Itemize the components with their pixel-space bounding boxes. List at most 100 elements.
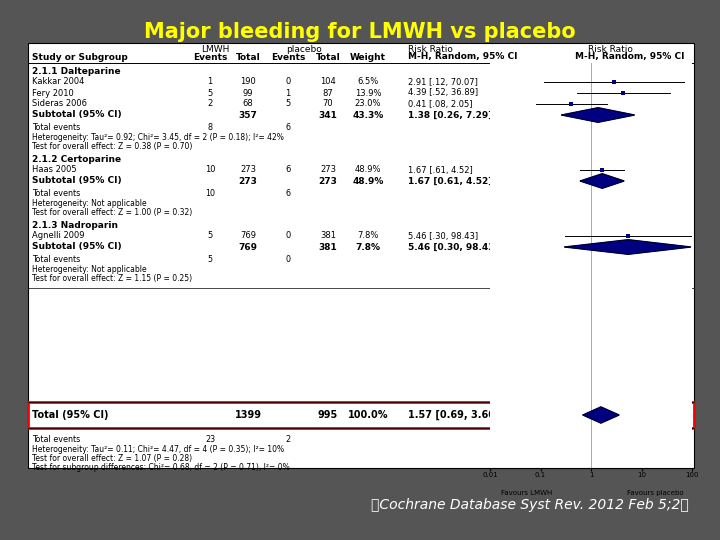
Text: 6: 6: [286, 123, 290, 132]
Text: 43.3%: 43.3%: [352, 111, 384, 119]
Text: 5: 5: [207, 89, 212, 98]
Text: M-H, Random, 95% CI: M-H, Random, 95% CI: [408, 52, 518, 62]
Text: 48.9%: 48.9%: [355, 165, 382, 174]
Text: 1: 1: [207, 78, 212, 86]
Text: Heterogeneity: Not applicable: Heterogeneity: Not applicable: [32, 199, 147, 207]
Text: Major bleeding for LMWH vs placebo: Major bleeding for LMWH vs placebo: [144, 22, 576, 42]
Text: Favours LMWH: Favours LMWH: [500, 490, 552, 496]
Text: 1.67 [.61, 4.52]: 1.67 [.61, 4.52]: [408, 165, 473, 174]
Text: 70: 70: [323, 99, 333, 109]
Text: LMWH: LMWH: [201, 44, 229, 53]
Text: 995: 995: [318, 410, 338, 420]
Text: Heterogeneity: Not applicable: Heterogeneity: Not applicable: [32, 265, 147, 273]
Text: Test for subgroup differences: Chi²= 0.68, df = 2 (P = 0.71), I²= 0%: Test for subgroup differences: Chi²= 0.6…: [32, 462, 289, 471]
Text: 190: 190: [240, 78, 256, 86]
Text: 273: 273: [320, 165, 336, 174]
Text: Total: Total: [315, 52, 341, 62]
Text: 2.1.3 Nadroparin: 2.1.3 Nadroparin: [32, 220, 118, 230]
Text: 13.9%: 13.9%: [355, 89, 382, 98]
Text: 8: 8: [207, 123, 212, 132]
Text: Haas 2005: Haas 2005: [32, 165, 76, 174]
Text: Total: Total: [235, 52, 261, 62]
Text: 7.8%: 7.8%: [357, 232, 379, 240]
Text: 5: 5: [285, 99, 291, 109]
Text: 23.0%: 23.0%: [355, 99, 382, 109]
Polygon shape: [583, 407, 619, 423]
Text: Heterogeneity: Tau²= 0.92; Chi²= 3.45, df = 2 (P = 0.18); I²= 42%: Heterogeneity: Tau²= 0.92; Chi²= 3.45, d…: [32, 132, 284, 141]
Text: 100.0%: 100.0%: [348, 410, 388, 420]
Text: Study or Subgroup: Study or Subgroup: [32, 52, 127, 62]
Polygon shape: [562, 107, 634, 122]
Text: 6.5%: 6.5%: [357, 78, 379, 86]
Text: 7.8%: 7.8%: [356, 242, 380, 252]
Text: Test for overall effect: Z = 1.00 (P = 0.32): Test for overall effect: Z = 1.00 (P = 0…: [32, 207, 192, 217]
Text: 769: 769: [238, 242, 258, 252]
Text: Heterogeneity: Tau²= 0.11; Chi²= 4.47, df = 4 (P = 0.35); I²= 10%: Heterogeneity: Tau²= 0.11; Chi²= 4.47, d…: [32, 444, 284, 454]
Text: 10: 10: [205, 188, 215, 198]
Text: 273: 273: [318, 177, 338, 186]
Text: Sideras 2006: Sideras 2006: [32, 99, 87, 109]
Text: 2.91 [.12, 70.07]: 2.91 [.12, 70.07]: [408, 78, 478, 86]
Text: Total events: Total events: [32, 123, 80, 132]
Text: 5.46 [0.30, 98.43]: 5.46 [0.30, 98.43]: [408, 242, 499, 252]
Text: Fery 2010: Fery 2010: [32, 89, 73, 98]
Text: 357: 357: [238, 111, 258, 119]
Text: Test for overall effect: Z = 1.07 (P = 0.28): Test for overall effect: Z = 1.07 (P = 0…: [32, 454, 192, 462]
Text: Subtotal (95% CI): Subtotal (95% CI): [32, 242, 122, 252]
Text: 68: 68: [243, 99, 253, 109]
Text: 381: 381: [320, 232, 336, 240]
Text: 1.57 [0.69, 3.60]: 1.57 [0.69, 3.60]: [408, 410, 500, 420]
Text: 5: 5: [207, 254, 212, 264]
Text: 2.1.2 Certoparine: 2.1.2 Certoparine: [32, 154, 121, 164]
Text: Subtotal (95% CI): Subtotal (95% CI): [32, 111, 122, 119]
Text: 4.39 [.52, 36.89]: 4.39 [.52, 36.89]: [408, 89, 478, 98]
Text: placebo: placebo: [286, 44, 322, 53]
Text: 273: 273: [240, 165, 256, 174]
Text: 48.9%: 48.9%: [352, 177, 384, 186]
Text: Total events: Total events: [32, 188, 80, 198]
Text: 2.1.1 Dalteparine: 2.1.1 Dalteparine: [32, 66, 121, 76]
Text: 87: 87: [323, 89, 333, 98]
Polygon shape: [580, 174, 624, 188]
Text: 6: 6: [286, 188, 290, 198]
Text: 99: 99: [243, 89, 253, 98]
Text: Risk Ratio: Risk Ratio: [588, 44, 632, 53]
Text: Test for overall effect: Z = 1.15 (P = 0.25): Test for overall effect: Z = 1.15 (P = 0…: [32, 273, 192, 282]
Text: 381: 381: [319, 242, 338, 252]
Text: Kakkar 2004: Kakkar 2004: [32, 78, 84, 86]
Text: 273: 273: [238, 177, 258, 186]
Text: 2: 2: [207, 99, 212, 109]
Text: 1: 1: [285, 89, 291, 98]
Text: Total (95% CI): Total (95% CI): [32, 410, 109, 420]
Polygon shape: [564, 240, 691, 254]
Text: 「Cochrane Database Syst Rev. 2012 Feb 5;2」: 「Cochrane Database Syst Rev. 2012 Feb 5;…: [371, 498, 689, 512]
Text: 2: 2: [285, 435, 291, 443]
Text: 1399: 1399: [235, 410, 261, 420]
Text: 0: 0: [286, 254, 290, 264]
Text: Risk Ratio: Risk Ratio: [408, 44, 452, 53]
Text: Subtotal (95% CI): Subtotal (95% CI): [32, 177, 122, 186]
Text: 1.67 [0.61, 4.52]: 1.67 [0.61, 4.52]: [408, 177, 492, 186]
Text: Total events: Total events: [32, 254, 80, 264]
Text: 769: 769: [240, 232, 256, 240]
Text: Total events: Total events: [32, 435, 80, 443]
Text: 0: 0: [285, 232, 291, 240]
Bar: [28, 402, 694, 428]
Text: 0.41 [.08, 2.05]: 0.41 [.08, 2.05]: [408, 99, 472, 109]
Text: Test for overall effect: Z = 0.38 (P = 0.70): Test for overall effect: Z = 0.38 (P = 0…: [32, 141, 192, 151]
Text: 5.46 [.30, 98.43]: 5.46 [.30, 98.43]: [408, 232, 478, 240]
Text: 5: 5: [207, 232, 212, 240]
Text: 341: 341: [318, 111, 338, 119]
Text: 6: 6: [285, 165, 291, 174]
Text: Events: Events: [271, 52, 305, 62]
Bar: [28, 43, 694, 468]
Text: 10: 10: [204, 165, 215, 174]
Text: 1.38 [0.26, 7.29]: 1.38 [0.26, 7.29]: [408, 111, 492, 119]
Text: M-H, Random, 95% CI: M-H, Random, 95% CI: [575, 52, 685, 62]
Text: Weight: Weight: [350, 52, 386, 62]
Text: 104: 104: [320, 78, 336, 86]
Text: Agnelli 2009: Agnelli 2009: [32, 232, 84, 240]
Text: Favours placebo: Favours placebo: [627, 490, 684, 496]
Text: Events: Events: [193, 52, 228, 62]
Text: 0: 0: [285, 78, 291, 86]
